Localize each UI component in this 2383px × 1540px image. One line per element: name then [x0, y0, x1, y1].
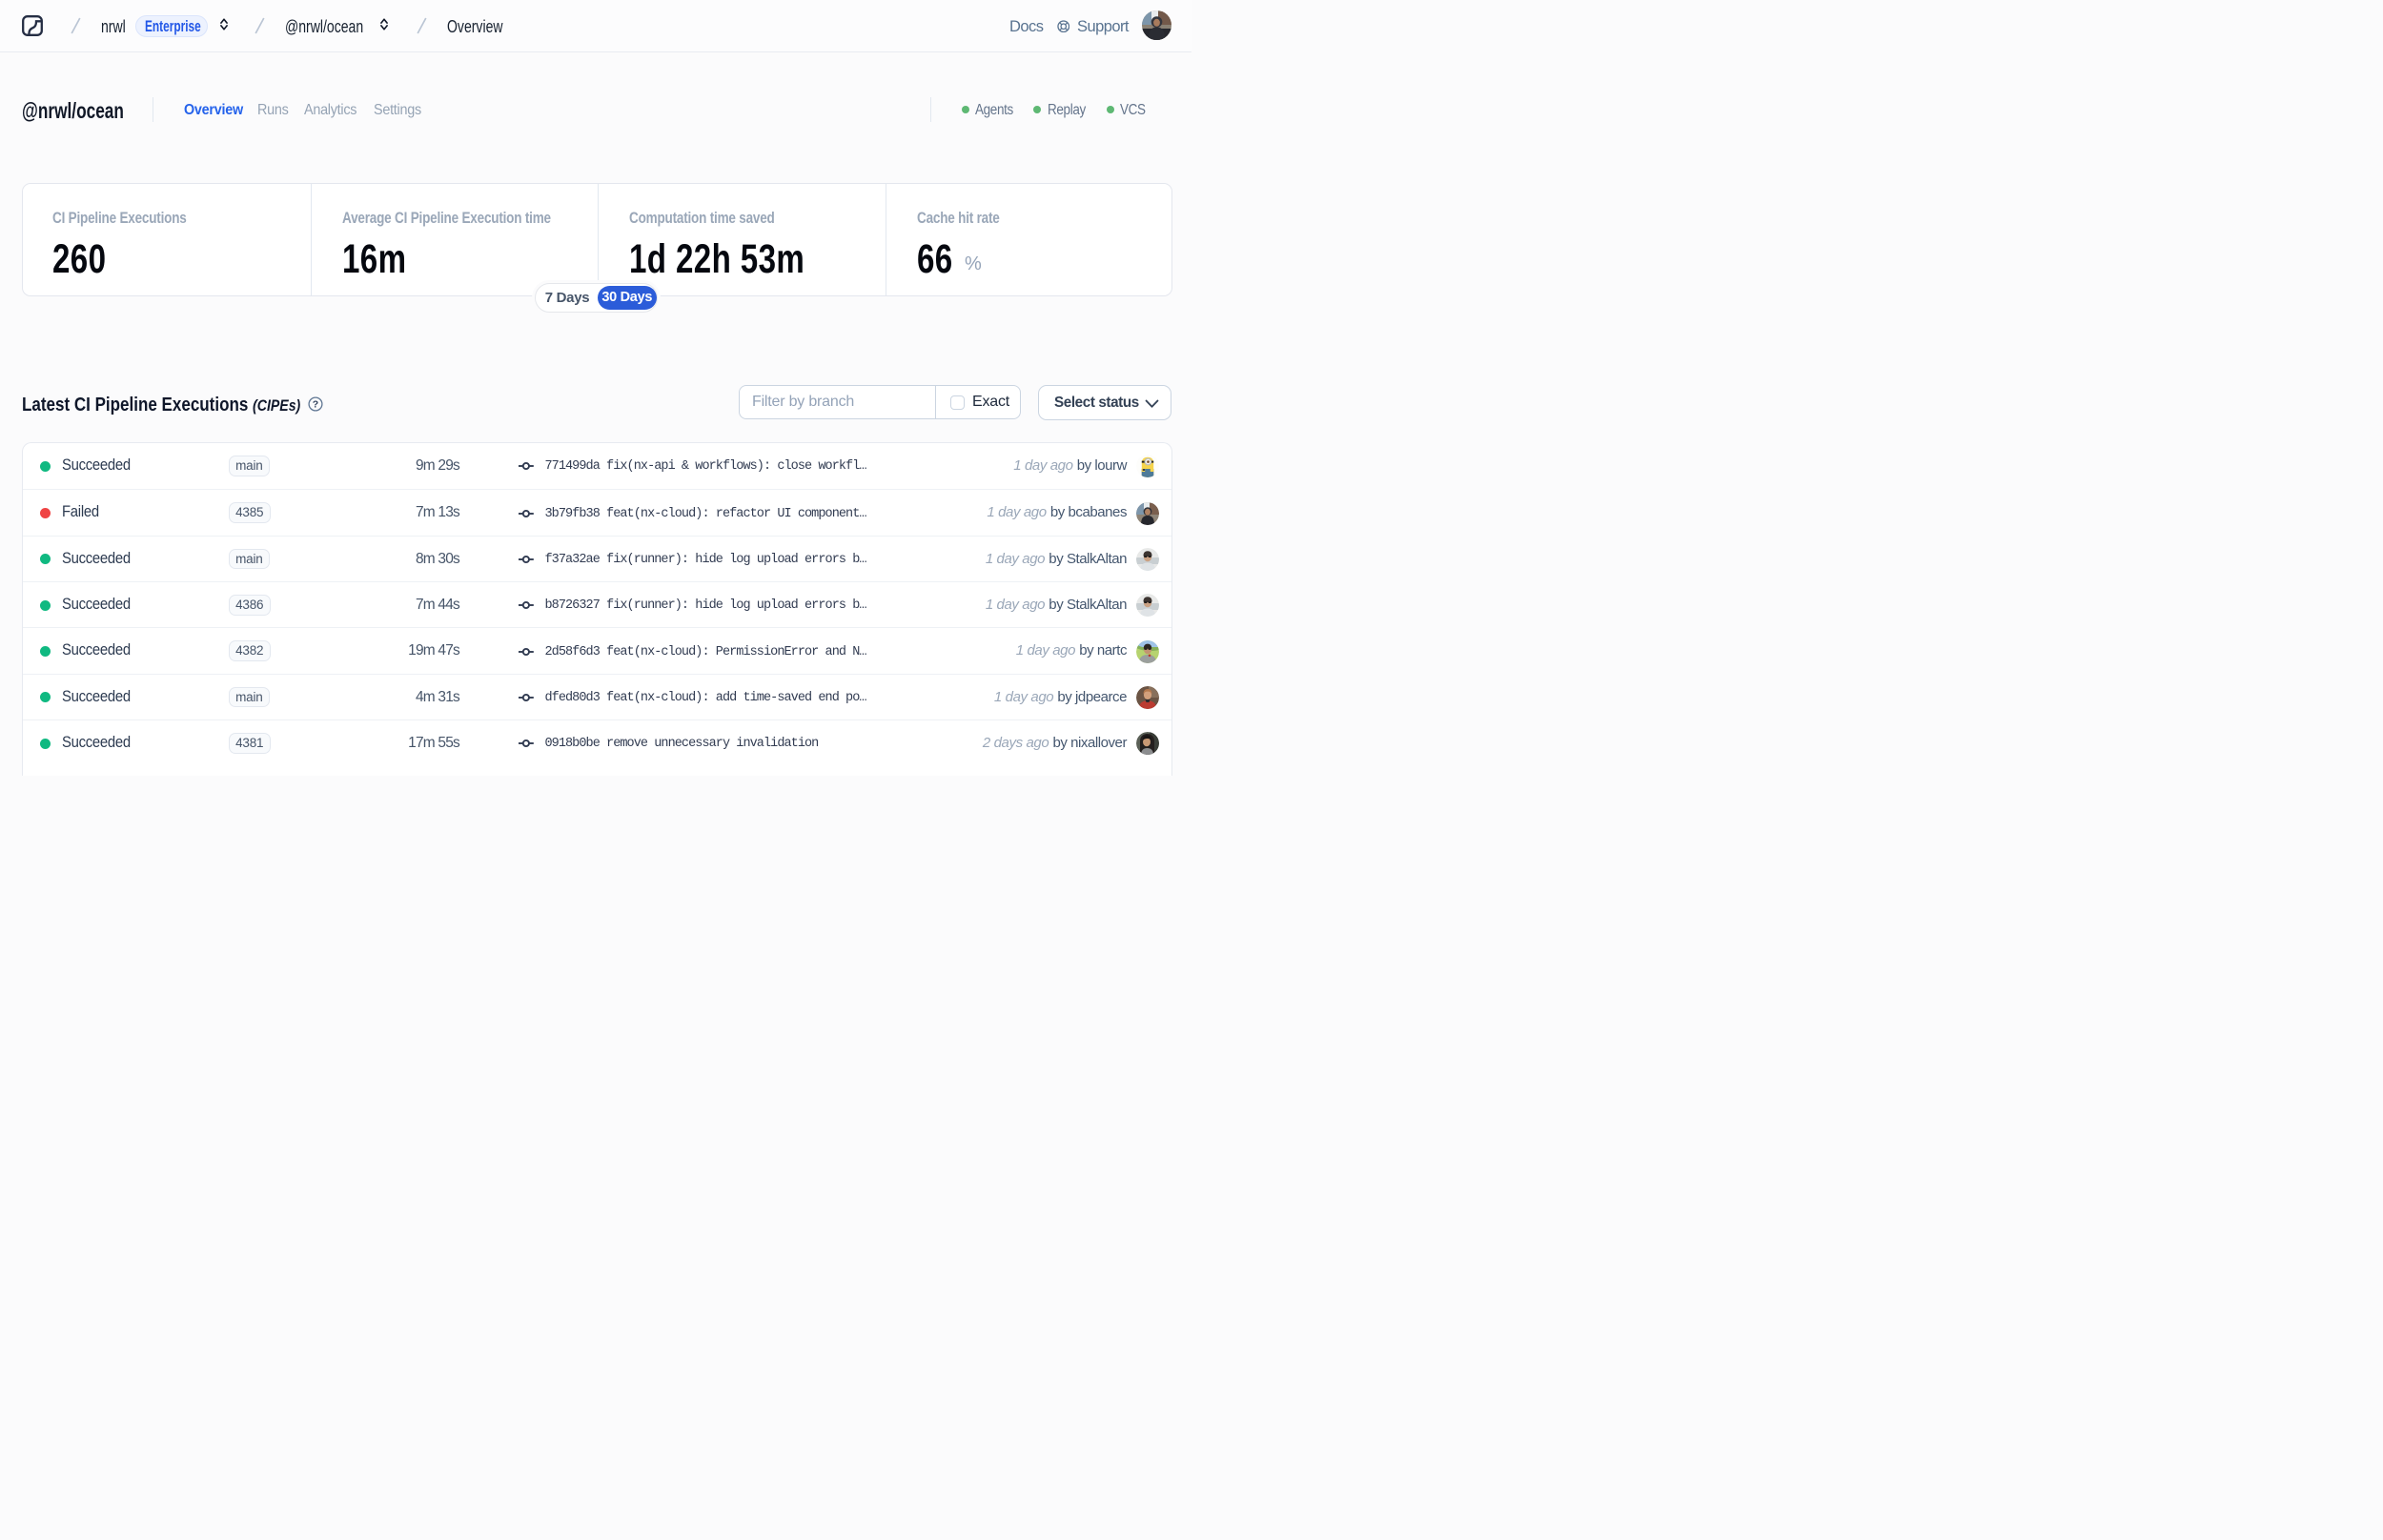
svg-text:?: ? [313, 398, 318, 410]
